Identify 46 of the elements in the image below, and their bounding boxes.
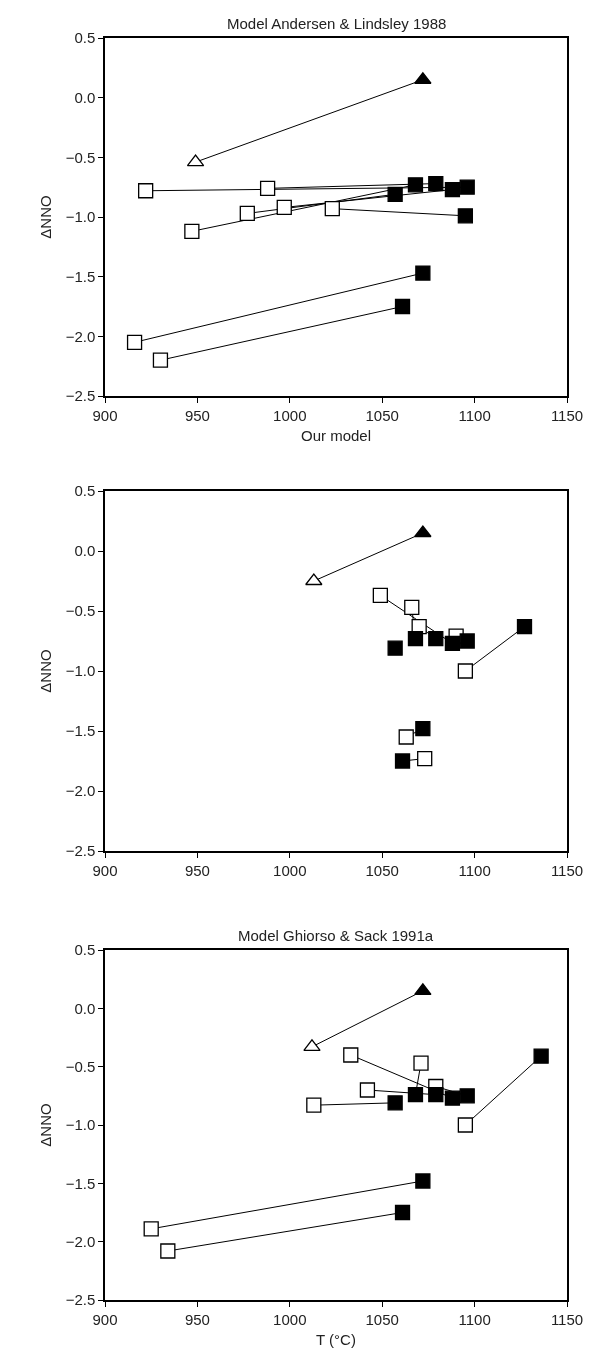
x-tick-label: 1150	[550, 406, 584, 424]
x-tick-label: 1100	[458, 861, 491, 879]
y-tick-label: −0.5	[65, 148, 96, 166]
chart-title: Model Ghiorso & Sack 1991a	[238, 927, 434, 944]
y-tick-label: −2.0	[65, 327, 96, 345]
y-tick-label: 0.5	[74, 29, 96, 47]
x-tick-label: 950	[184, 1310, 210, 1328]
y-tick-label: 0.0	[74, 88, 96, 106]
x-tick-label: 1100	[458, 406, 491, 424]
x-tick-label: 1050	[365, 1310, 399, 1328]
x-tick-label: 1050	[365, 861, 399, 879]
x-tick-label: 1050	[365, 406, 399, 424]
y-tick-label: −1.0	[65, 208, 96, 226]
y-tick-label: −2.5	[65, 1291, 96, 1309]
y-tick-label: −1.5	[65, 267, 96, 285]
y-tick-label: 0.5	[74, 482, 96, 500]
x-axis-title: Our model	[300, 427, 372, 445]
x-tick-label: 1150	[550, 861, 584, 879]
y-tick-label: 0.0	[74, 542, 96, 560]
y-tick-label: −0.5	[65, 1057, 96, 1075]
x-tick-label: 900	[92, 406, 118, 424]
y-tick-label: −1.0	[65, 662, 96, 680]
y-tick-label: −1.0	[65, 1116, 96, 1134]
chart-title: Model Andersen & Lindsley 1988	[227, 15, 447, 32]
y-tick-label: −1.5	[65, 1174, 96, 1192]
x-axis-title: T (°C)	[316, 1331, 356, 1349]
y-tick-label: 0.5	[74, 941, 96, 959]
x-tick-label: 900	[92, 1310, 118, 1328]
x-tick-label: 950	[184, 861, 210, 879]
x-tick-label: 900	[92, 861, 118, 879]
x-tick-label: 1100	[458, 1310, 491, 1328]
x-tick-label: 1000	[273, 861, 307, 879]
y-tick-label: −2.0	[65, 782, 96, 800]
y-tick-label: −2.5	[65, 387, 96, 405]
y-tick-label: 0.0	[74, 999, 96, 1017]
x-tick-label: 1000	[273, 1310, 307, 1328]
x-tick-label: 1000	[273, 406, 307, 424]
y-tick-label: −0.5	[65, 602, 96, 620]
y-axis-title: ΔNNO	[37, 649, 55, 693]
x-tick-label: 950	[184, 406, 210, 424]
y-axis-title: ΔNNO	[37, 1103, 55, 1147]
y-tick-label: −1.5	[65, 722, 96, 740]
y-tick-label: −2.0	[65, 1232, 96, 1250]
y-axis-title: ΔNNO	[37, 195, 55, 239]
y-tick-label: −2.5	[65, 842, 96, 860]
x-tick-label: 1150	[550, 1310, 584, 1328]
